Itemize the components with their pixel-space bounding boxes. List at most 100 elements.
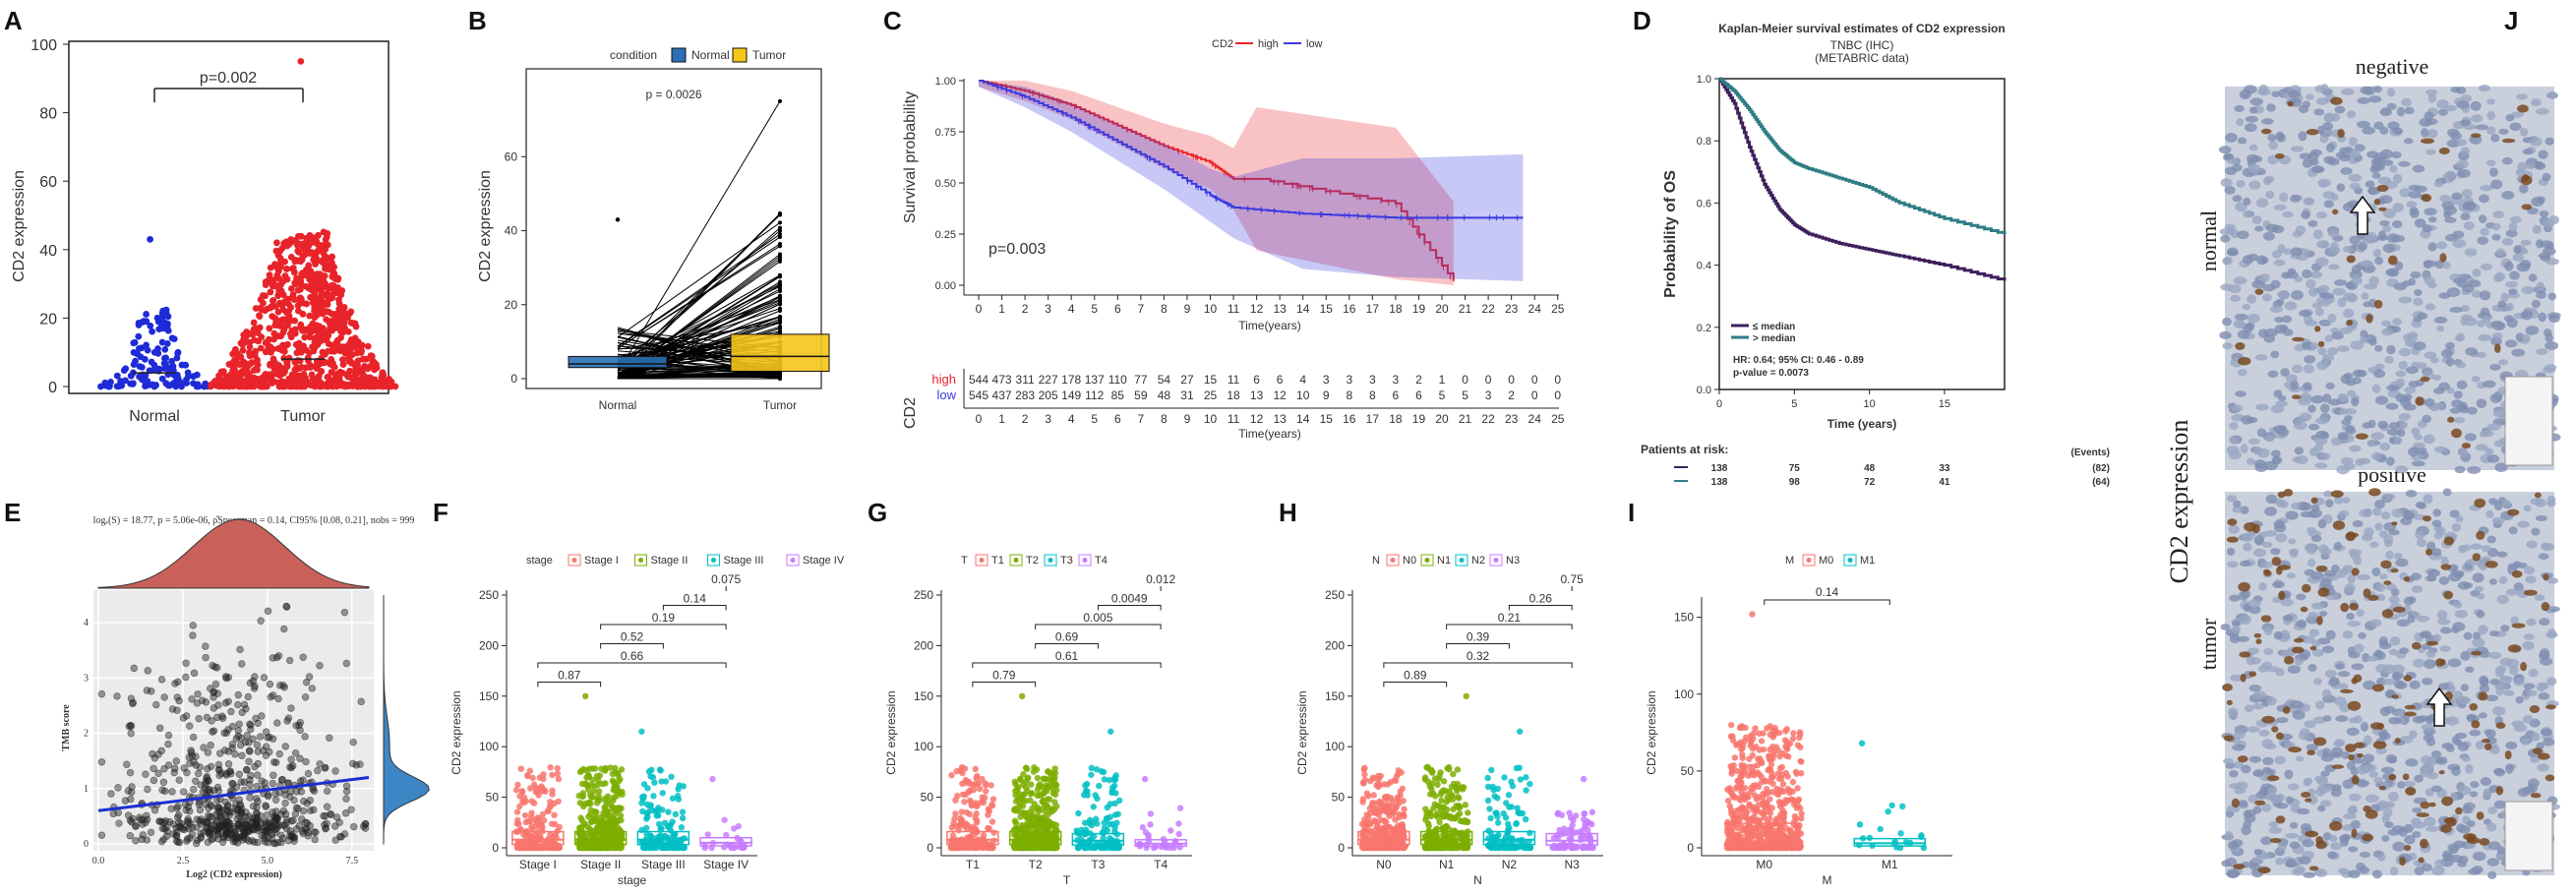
panel-e-dot [160,764,168,773]
panel-h-dot [1373,782,1380,789]
panel-a-dot [280,354,288,362]
panel-e-dot [257,617,265,625]
panel-a-dot [264,373,271,380]
panel-e-dot [114,784,122,792]
panel-f-bracket-pvalue: 0.52 [621,630,644,644]
panel-e-dot [279,682,287,689]
panel-f-dot [679,814,687,822]
panel-c-risk-xtick-label: 24 [1528,412,1542,426]
panel-g-bracket [972,682,1037,687]
panel-e-dot [322,811,329,820]
panel-b-xtick-tumor: Tumor [763,398,797,412]
panel-e-dot [347,806,355,813]
panel-a-dot [262,348,270,356]
panel-d-risk-cell: 98 [1789,477,1801,488]
panel-h-dot [1508,804,1515,810]
panel-e-ytick-label: 4 [84,618,89,628]
panel-h-dot [1434,781,1441,789]
panel-a-dot [329,327,336,334]
panel-a-dot [297,58,305,65]
panel-e-xlabel: Log2 (CD2 expression) [186,869,282,880]
panel-e-dot [246,794,254,802]
panel-c-risk-xtick-label: 8 [1161,412,1168,426]
panel-a-dot [269,313,276,321]
panel-a-dot [331,371,339,379]
panel-h-dot [1430,805,1437,812]
panel-c-xtick-label: 13 [1273,302,1287,316]
panel-g-dot [1012,819,1020,826]
panel-f-dot [516,793,523,800]
panel-h-dot [1424,835,1432,842]
panel-a-dot [151,382,159,389]
panel-e-dot [163,832,171,840]
panel-c-risk-xtick-label: 18 [1389,412,1403,426]
panel-g-dot [1088,821,1096,829]
panel-h-dot [1501,774,1508,781]
panel-e-dot [206,788,214,797]
panel-a-ylabel: CD2 expression [11,170,28,282]
panel-c-risk-cell: 311 [1016,373,1035,387]
panel-b-xtick-normal: Normal [599,398,637,412]
panel-g-dot [1034,774,1042,782]
panel-e-dot [183,835,192,843]
panel-f-dot [578,780,586,788]
panel-d-ylabel: Probability of OS [1662,170,1679,298]
panel-a-dot [316,323,323,330]
panel-h-dot [1513,819,1520,827]
panel-a-dot [143,318,150,326]
panel-e-dot [246,679,255,687]
panel-a-dot [356,381,364,388]
panel-h-dot [1382,844,1389,852]
panel-g-dot [1176,805,1184,811]
panel-a-dot [373,364,381,372]
panel-a-dot [302,326,310,333]
panel-f-dot [639,796,647,803]
panel-e-dot [210,688,217,696]
panel-e-dot [310,828,319,836]
panel-c-xtick-label: 24 [1528,302,1542,316]
panel-a-dot [307,249,315,256]
panel-f-dot [549,771,556,779]
panel-a-dot [334,284,342,291]
panel-a-dot [225,361,233,368]
panel-g-dot [1011,778,1018,785]
panel-h-dot [1454,766,1462,773]
panel-e-dot [127,729,135,738]
panel-e-dot [107,790,115,798]
panel-h-dot [1361,764,1368,772]
panel-a-dot [283,266,291,272]
panel-g-dot [1048,777,1054,785]
panel-c-xtick-label: 7 [1138,302,1145,316]
panel-c-risk-cell: 0 [1462,373,1468,387]
panel-f-dot [582,844,590,852]
panel-e-dot [130,664,138,673]
panel-d-stats-hr: HR: 0.64; 95% CI: 0.46 - 0.89 [1733,355,1864,366]
panel-e-dot [193,815,202,823]
panel-e-dot [316,662,324,670]
panel-a-dot [287,304,295,311]
panel-e-dot [291,749,300,757]
panel-e-dot [183,768,191,777]
panel-e-dot [340,830,349,838]
panel-f-dot [611,786,619,793]
panel-a-dot [309,299,317,307]
panel-e-dot [299,653,307,661]
panel-a-dot [312,253,319,261]
panel-h-dot [1487,814,1494,822]
panel-h-dot [1444,765,1451,772]
panel-c-risk-xtick-label: 14 [1296,412,1310,426]
panel-f-dot [582,767,589,774]
panel-e-dot [260,674,269,682]
panel-g-dot [1018,692,1026,699]
panel-c-ytick-label: 0.25 [935,229,956,241]
panel-f-dot [607,764,614,771]
panel-h-dot [1365,793,1372,800]
panel-d-events-title: (Events) [2071,448,2110,458]
panel-g-dot [988,801,995,808]
panel-a-dot [319,258,326,266]
panel-c-risk-xtick-label: 9 [1184,412,1191,426]
panel-a-ytick-label: 100 [30,37,57,54]
panel-f-xtick-label: Stage III [641,858,686,871]
panel-c-risk-cell: 18 [1227,388,1240,402]
panel-a-dot [170,335,178,342]
